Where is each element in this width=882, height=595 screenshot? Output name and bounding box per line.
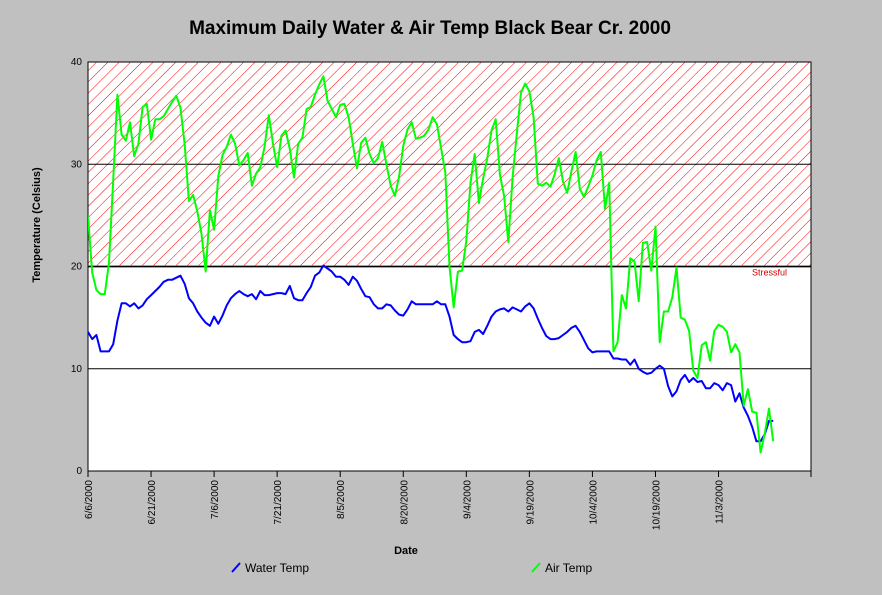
legend-swatch (231, 562, 241, 573)
series-line-water-temp (88, 264, 774, 443)
y-tick-label: 20 (71, 262, 83, 273)
y-axis-title: Temperature (Celsius) (31, 167, 43, 283)
stressful-label: Stressful (752, 268, 787, 278)
x-tick-label: 6/6/2000 (84, 480, 95, 519)
x-tick-label: 10/19/2000 (651, 480, 662, 530)
plot-frame (87, 61, 812, 472)
chart-title: Maximum Daily Water & Air Temp Black Bea… (189, 18, 671, 39)
x-tick-label: 6/21/2000 (147, 480, 158, 525)
x-axis-title: Date (394, 545, 418, 557)
x-tick-label: 9/4/2000 (462, 480, 473, 519)
x-tick-label: 11/3/2000 (715, 480, 726, 524)
y-tick-label: 30 (71, 159, 83, 170)
legend-label: Air Temp (545, 561, 592, 575)
y-tick-label: 0 (76, 466, 82, 477)
x-tick-label: 8/20/2000 (399, 480, 410, 525)
legend-swatch (531, 562, 541, 573)
x-tick-label: 7/21/2000 (273, 480, 284, 525)
y-tick-label: 10 (71, 364, 83, 375)
y-tick-label: 40 (71, 57, 83, 68)
legend-label: Water Temp (245, 561, 309, 575)
x-tick-label: 7/6/2000 (210, 480, 221, 519)
x-tick-label: 9/19/2000 (525, 480, 536, 525)
x-tick-label: 10/4/2000 (588, 480, 599, 525)
series-line-air-temp (88, 75, 775, 454)
x-tick-label: 8/5/2000 (336, 480, 347, 519)
